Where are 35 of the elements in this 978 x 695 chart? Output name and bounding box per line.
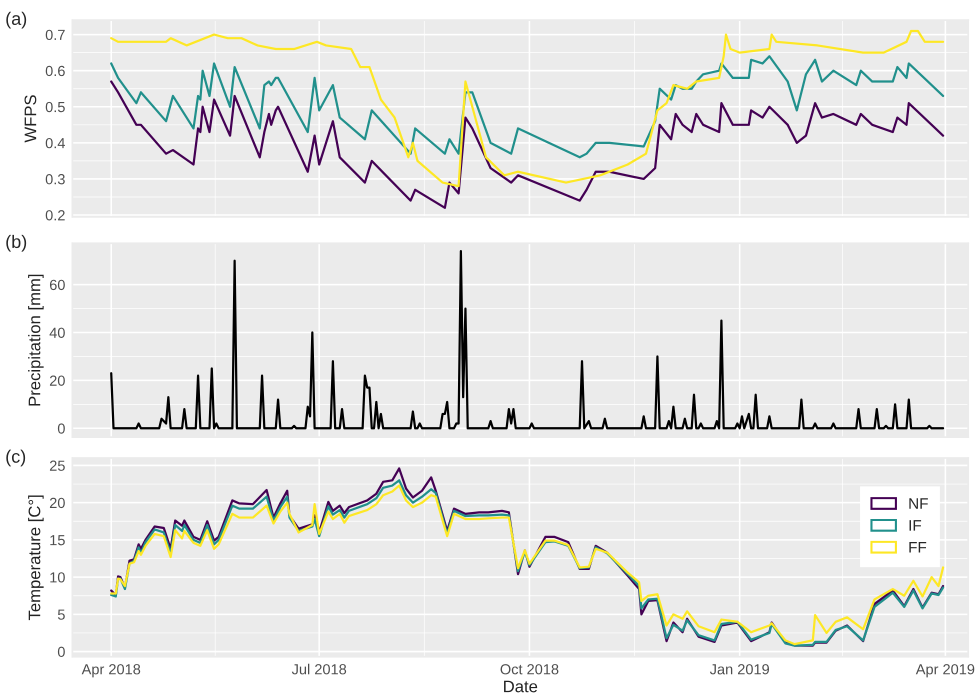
y-tick-label: 15 — [50, 535, 65, 546]
line-series — [110, 80, 944, 209]
y-tick-label: 0.6 — [46, 66, 65, 76]
y-tick-label: 0.7 — [46, 30, 65, 40]
y-axis-title: WFPS — [24, 95, 36, 142]
y-tick-label: 5 — [58, 610, 65, 620]
chart-title: (c) — [6, 450, 26, 466]
chart-title: (b) — [6, 234, 26, 252]
y-tick-label: 0.3 — [46, 174, 65, 184]
legend-label: FF — [909, 542, 926, 553]
y-tick-label: 0 — [58, 646, 65, 657]
legend-label: NF — [909, 498, 928, 509]
line-series — [110, 55, 944, 158]
line-series — [110, 30, 944, 188]
x-tick-label: Oct 2018 — [500, 664, 558, 674]
x-axis-title: Date — [504, 680, 538, 692]
y-axis-title: Temperature [C°] — [28, 496, 44, 620]
y-tick-label: 0.4 — [46, 138, 66, 148]
y-tick-label: 20 — [50, 376, 65, 386]
x-tick-label: Apr 2019 — [916, 664, 974, 678]
x-tick-label: Jul 2018 — [292, 664, 346, 674]
y-axis-title: Precipitation [mm] — [28, 274, 44, 406]
y-tick-label: 20 — [50, 498, 65, 508]
chart-title: (a) — [6, 12, 26, 29]
y-tick-label: 0 — [58, 423, 65, 434]
y-tick-label: 25 — [50, 460, 65, 471]
y-tick-label: 0.5 — [46, 102, 65, 112]
x-tick-label: Jan 2019 — [710, 664, 769, 674]
y-tick-label: 10 — [50, 572, 65, 583]
line-series — [110, 250, 944, 430]
y-tick-label: 40 — [50, 328, 65, 338]
legend-label: IF — [910, 520, 922, 531]
y-tick-label: 0.2 — [46, 210, 65, 220]
x-tick-label: Apr 2018 — [82, 664, 140, 678]
y-tick-label: 60 — [50, 280, 65, 290]
